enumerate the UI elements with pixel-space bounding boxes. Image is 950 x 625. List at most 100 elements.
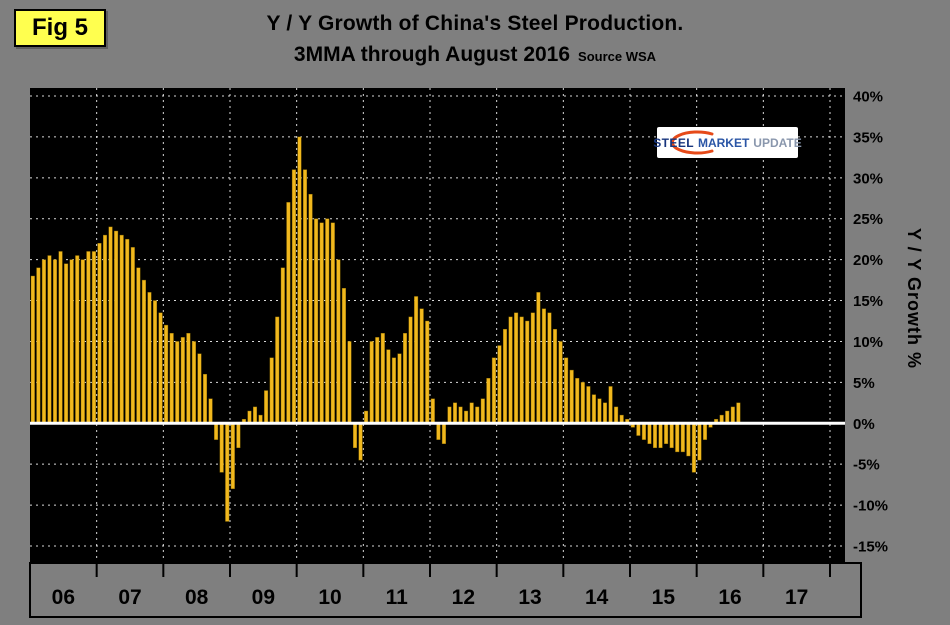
bar	[447, 406, 452, 424]
bar	[247, 410, 252, 424]
bar	[303, 169, 308, 424]
bar	[564, 357, 569, 424]
bar	[380, 333, 385, 424]
bar	[475, 406, 480, 424]
bar	[141, 279, 146, 424]
bar	[75, 255, 80, 424]
bar	[408, 316, 413, 424]
bar	[503, 328, 508, 424]
bar	[686, 423, 691, 457]
smu-logo-update-text: UPDATE	[753, 135, 802, 150]
x-axis-band: 06 07 08 09 10 11 12 13 14 15 16 17	[29, 562, 862, 618]
bar	[230, 423, 235, 489]
bar	[491, 357, 496, 424]
figure-label: Fig 5	[14, 9, 107, 47]
bar	[514, 312, 519, 424]
gridlines	[30, 88, 845, 562]
y-tick-label: 20%	[853, 252, 883, 269]
bar	[58, 251, 63, 424]
bar	[158, 312, 163, 424]
bar	[41, 259, 46, 424]
bar	[414, 296, 419, 424]
y-tick-label: 25%	[853, 211, 883, 228]
bar	[436, 423, 441, 440]
bar	[441, 423, 446, 444]
bar	[575, 378, 580, 424]
bar	[486, 378, 491, 424]
bar	[47, 255, 52, 424]
x-year-label: 08	[185, 586, 209, 609]
bar	[591, 394, 596, 424]
bar	[736, 402, 741, 424]
bar	[364, 410, 369, 424]
bar	[97, 243, 102, 424]
bar	[558, 341, 563, 424]
y-tick-label: 5%	[853, 375, 875, 392]
bar	[219, 423, 224, 473]
bar	[636, 423, 641, 436]
bar	[375, 337, 380, 424]
bar	[614, 406, 619, 424]
bar	[169, 333, 174, 424]
bar	[547, 312, 552, 424]
y-tick-label: 30%	[853, 170, 883, 187]
chart-subtitle: 3MMA through August 2016	[293, 43, 571, 66]
bar	[291, 169, 296, 424]
bar	[319, 222, 324, 424]
x-year-label: 17	[785, 586, 808, 609]
bar	[136, 267, 141, 424]
x-year-label: 15	[652, 586, 676, 609]
bar	[508, 316, 513, 424]
bar	[453, 402, 458, 424]
bar	[464, 410, 469, 424]
bar	[275, 316, 280, 424]
y-axis-title: Y / Y Growth %	[904, 228, 924, 370]
y-tick-label: 15%	[853, 293, 883, 310]
y-tick-label: 10%	[853, 334, 883, 351]
bar	[430, 398, 435, 424]
bar	[53, 259, 58, 424]
title-block: Y / Y Growth of China's Steel Production…	[0, 12, 950, 67]
x-year-label: 09	[252, 586, 275, 609]
bar	[647, 423, 652, 444]
bar	[358, 423, 363, 461]
chart-source: Source WSA	[578, 49, 657, 64]
bar	[153, 300, 158, 424]
smu-logo-steel-text: STEEL	[653, 135, 694, 150]
bar	[525, 320, 530, 424]
bar	[197, 353, 202, 424]
bar	[353, 423, 358, 449]
bar	[458, 406, 463, 424]
bar	[64, 263, 69, 424]
bar	[214, 423, 219, 440]
bar	[641, 423, 646, 440]
bar	[597, 398, 602, 424]
bar	[80, 259, 85, 424]
bar	[725, 410, 730, 424]
bar	[91, 251, 96, 424]
bar	[469, 402, 474, 424]
bar	[519, 316, 524, 424]
bar	[130, 247, 135, 424]
bar	[341, 288, 346, 424]
bar	[186, 333, 191, 424]
bar	[586, 386, 591, 424]
bar	[664, 423, 669, 444]
y-tick-label: 35%	[853, 129, 883, 146]
bar	[236, 423, 241, 449]
bar	[580, 382, 585, 424]
bar	[425, 320, 430, 424]
bar	[325, 218, 330, 424]
bar	[125, 238, 130, 424]
bar	[697, 423, 702, 461]
chart-subtitle-row: 3MMA through August 2016 Source WSA	[0, 43, 950, 67]
smu-logo: STEEL MARKET UPDATE	[653, 127, 802, 158]
bar	[314, 218, 319, 424]
y-tick-label: -5%	[853, 457, 880, 474]
y-tick-label: 40%	[853, 89, 883, 106]
bar	[253, 406, 258, 424]
bar	[147, 292, 152, 424]
plot-background	[30, 88, 845, 562]
bar	[569, 369, 574, 424]
bar	[480, 398, 485, 424]
